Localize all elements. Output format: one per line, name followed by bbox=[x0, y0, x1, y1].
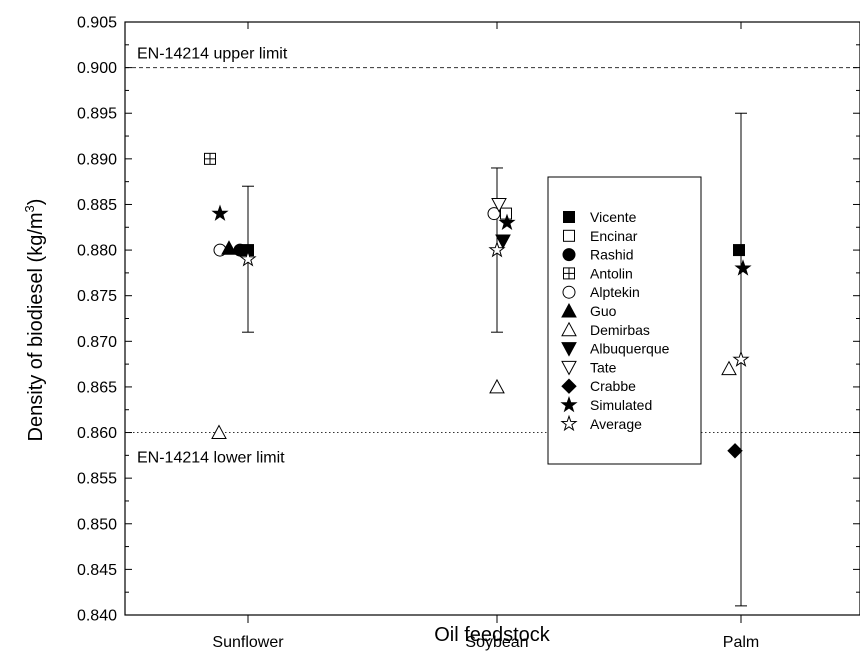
x-axis-title: Oil feedstock bbox=[434, 624, 551, 646]
x-tick-label: Sunflower bbox=[212, 634, 284, 651]
data-point-crabbe bbox=[727, 443, 743, 459]
legend-label-antolin: Antolin bbox=[590, 265, 633, 281]
y-tick-label: 0.870 bbox=[77, 334, 117, 351]
y-tick-label: 0.880 bbox=[77, 243, 117, 260]
y-tick-label: 0.840 bbox=[77, 608, 117, 625]
data-point-simulated bbox=[498, 213, 516, 231]
y-tick-label: 0.875 bbox=[77, 288, 117, 305]
data-point-demirbas bbox=[489, 378, 505, 394]
legend-label-guo: Guo bbox=[590, 303, 617, 319]
legend-label-vicente: Vicente bbox=[590, 209, 637, 225]
x-tick-label: Palm bbox=[723, 634, 759, 651]
data-point-tate bbox=[491, 197, 507, 213]
legend-label-average: Average bbox=[590, 416, 642, 432]
legend-label-rashid: Rashid bbox=[590, 247, 634, 263]
x-tick-label: Soybean bbox=[465, 634, 528, 651]
data-point-simulated bbox=[211, 204, 229, 221]
y-tick-label: 0.900 bbox=[77, 60, 117, 77]
y-tick-label: 0.905 bbox=[77, 15, 117, 32]
y-tick-label: 0.885 bbox=[77, 197, 117, 214]
legend-label-encinar: Encinar bbox=[590, 228, 638, 244]
legend-marker-albuquerque bbox=[561, 342, 577, 357]
y-tick-label: 0.895 bbox=[77, 106, 117, 123]
legend-marker-vicente bbox=[563, 211, 575, 223]
legend-marker-encinar bbox=[563, 229, 575, 242]
y-tick-label: 0.865 bbox=[77, 379, 117, 396]
data-point-antolin bbox=[204, 152, 216, 165]
data-point-alptekin bbox=[487, 207, 501, 221]
legend-marker-antolin bbox=[563, 267, 575, 280]
legend-box bbox=[547, 176, 702, 465]
data-point-vicente bbox=[733, 244, 745, 257]
legend-marker-average bbox=[560, 414, 578, 432]
legend-label-tate: Tate bbox=[590, 359, 617, 375]
y-tick-label: 0.855 bbox=[77, 471, 117, 488]
data-point-guo bbox=[221, 240, 237, 255]
legend-marker-simulated bbox=[560, 395, 578, 413]
data-point-average bbox=[732, 350, 750, 367]
legend-label-simulated: Simulated bbox=[590, 397, 652, 413]
data-point-average bbox=[488, 241, 506, 258]
legend-label-crabbe: Crabbe bbox=[590, 378, 636, 394]
plot-frame bbox=[124, 21, 860, 616]
data-point-demirbas bbox=[211, 424, 227, 440]
y-tick-label: 0.860 bbox=[77, 425, 117, 442]
y-tick-label: 0.850 bbox=[77, 516, 117, 533]
y-tick-label: 0.845 bbox=[77, 562, 117, 579]
legend-label-demirbas: Demirbas bbox=[590, 322, 650, 338]
legend-marker-alptekin bbox=[562, 285, 576, 299]
data-point-albuquerque bbox=[495, 234, 511, 250]
data-point-demirbas bbox=[721, 360, 737, 376]
legend-marker-rashid bbox=[562, 248, 576, 262]
reference-line-label: EN-14214 lower limit bbox=[137, 450, 285, 467]
y-axis-title: Density of biodiesel (kg/m3) bbox=[22, 199, 47, 442]
legend-marker-demirbas bbox=[561, 321, 577, 337]
reference-line-label: EN-14214 upper limit bbox=[137, 46, 288, 63]
legend-label-alptekin: Alptekin bbox=[590, 284, 640, 300]
legend-marker-crabbe bbox=[561, 378, 577, 394]
data-point-average bbox=[239, 250, 257, 267]
legend-marker-guo bbox=[561, 302, 577, 318]
legend-label-albuquerque: Albuquerque bbox=[590, 341, 670, 357]
data-point-simulated bbox=[734, 259, 752, 276]
legend-marker-tate bbox=[561, 360, 577, 376]
y-tick-label: 0.890 bbox=[77, 151, 117, 168]
